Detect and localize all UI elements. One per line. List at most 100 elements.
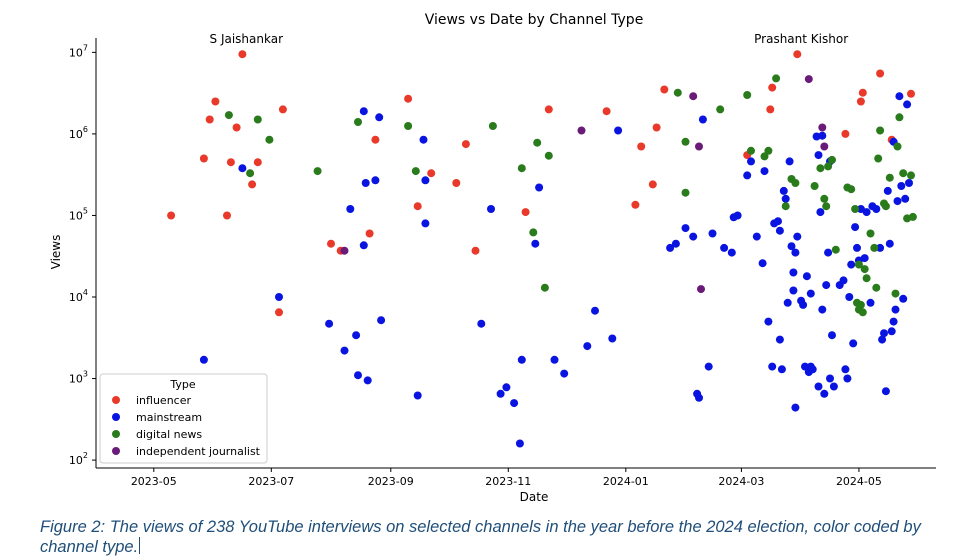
data-point [895, 92, 904, 101]
annotation-label: Prashant Kishor [754, 32, 848, 46]
data-point [747, 146, 755, 155]
data-point [860, 254, 869, 263]
data-point [461, 140, 470, 149]
data-point [858, 308, 867, 317]
data-point [760, 152, 769, 161]
x-tick-label: 2023-11 [485, 475, 531, 488]
data-point [608, 334, 617, 343]
data-point [901, 194, 910, 203]
data-point [352, 331, 361, 340]
data-point [891, 289, 900, 298]
data-point [779, 186, 788, 195]
data-point [226, 158, 235, 167]
chart: Views vs Date by Channel Type 1021031041… [49, 12, 936, 504]
data-point [878, 335, 887, 344]
data-point [533, 138, 542, 147]
data-point [841, 365, 850, 374]
data-point [818, 131, 827, 140]
legend-marker [112, 447, 120, 455]
data-point [648, 180, 657, 189]
data-point [427, 169, 436, 178]
legend-marker [112, 413, 120, 421]
data-point [766, 105, 775, 114]
data-point [278, 105, 287, 114]
data-point [880, 329, 888, 338]
data-point [822, 202, 831, 211]
legend-label: influencer [136, 394, 191, 407]
y-tick-label: 104 [69, 288, 88, 304]
figure-caption: Figure 2: The views of 238 YouTube inter… [40, 518, 940, 557]
data-point [681, 224, 690, 233]
data-point [885, 173, 894, 182]
data-point [845, 293, 854, 301]
data-point [787, 242, 796, 251]
data-point [275, 308, 283, 317]
data-point [866, 229, 875, 238]
data-point [375, 113, 384, 122]
data-point [860, 265, 869, 274]
data-point [814, 382, 823, 391]
data-point [856, 300, 865, 309]
y-axis-label: Views [49, 235, 63, 270]
data-point [660, 85, 669, 94]
data-point [560, 369, 569, 378]
data-point [743, 171, 752, 180]
data-point [826, 374, 834, 383]
data-point [224, 111, 233, 120]
data-point [591, 306, 599, 315]
data-point [816, 208, 825, 217]
data-point [849, 339, 858, 348]
data-point [781, 202, 790, 211]
data-point [502, 383, 511, 392]
data-point [905, 179, 913, 187]
data-point [775, 335, 784, 344]
data-point [540, 283, 549, 292]
data-point [876, 69, 885, 78]
data-point [340, 346, 349, 355]
data-point [510, 399, 519, 408]
data-point [631, 200, 640, 209]
x-axis-label: Date [520, 490, 549, 504]
data-point [583, 342, 592, 351]
data-point [421, 219, 430, 228]
data-point [354, 371, 362, 380]
data-point [371, 135, 380, 144]
data-point [789, 286, 798, 295]
data-point [232, 123, 241, 132]
data-point [452, 179, 461, 187]
data-point [698, 115, 707, 124]
legend-marker [112, 430, 120, 438]
data-point [889, 317, 898, 326]
data-point [471, 246, 480, 255]
data-point [602, 107, 611, 116]
data-point [365, 229, 374, 238]
data-point [781, 194, 790, 203]
data-point [876, 243, 885, 252]
data-point [783, 298, 792, 307]
data-point [862, 208, 871, 217]
data-point [752, 232, 761, 241]
x-tick-label: 2024-05 [836, 475, 882, 488]
data-point [666, 243, 675, 252]
data-point [211, 97, 220, 106]
annotations: S Jaishankar Prashant Kishor [210, 32, 849, 46]
data-point [325, 319, 334, 328]
data-point [758, 259, 767, 268]
data-point [772, 74, 781, 83]
data-point [907, 171, 915, 180]
data-point [377, 316, 386, 325]
data-point [841, 129, 850, 138]
data-point [246, 169, 255, 178]
data-point [544, 105, 553, 114]
data-point [785, 157, 794, 166]
data-point [829, 382, 838, 391]
data-point [893, 197, 902, 206]
data-point [802, 272, 811, 281]
legend: Type influencer mainstream digital news ind… [99, 373, 268, 464]
data-point [876, 126, 885, 135]
data-point [814, 151, 823, 160]
data-point [866, 298, 875, 307]
data-point [907, 89, 915, 98]
data-point [818, 123, 827, 132]
data-point [223, 211, 231, 220]
